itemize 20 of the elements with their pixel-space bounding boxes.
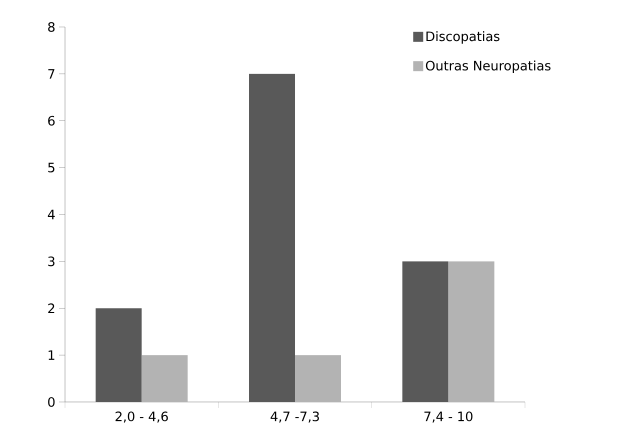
bar	[142, 355, 188, 402]
y-tick-label: 2	[48, 303, 54, 314]
y-tick-label: 3	[48, 256, 54, 266]
bar	[402, 261, 448, 402]
legend-label: Outras Neuropatias	[426, 60, 551, 74]
bar	[448, 261, 494, 402]
y-tick-label: 1	[48, 350, 54, 360]
legend-label: Discopatias	[426, 31, 500, 44]
y-tick-label: 7	[48, 69, 54, 79]
bar	[295, 355, 342, 402]
y-tick-label: 6	[48, 116, 55, 126]
y-tick-label: 8	[48, 22, 55, 32]
y-tick-label: 5	[48, 162, 54, 172]
y-tick-label: 0	[48, 397, 55, 407]
x-tick-label: 4,7 -7,3	[270, 412, 319, 423]
y-tick-label: 4	[48, 210, 55, 220]
bar	[96, 308, 142, 402]
x-tick-label: 2,0 - 4,6	[116, 412, 168, 423]
x-tick-label: 7,4 - 10	[424, 412, 472, 423]
bar	[249, 74, 296, 402]
